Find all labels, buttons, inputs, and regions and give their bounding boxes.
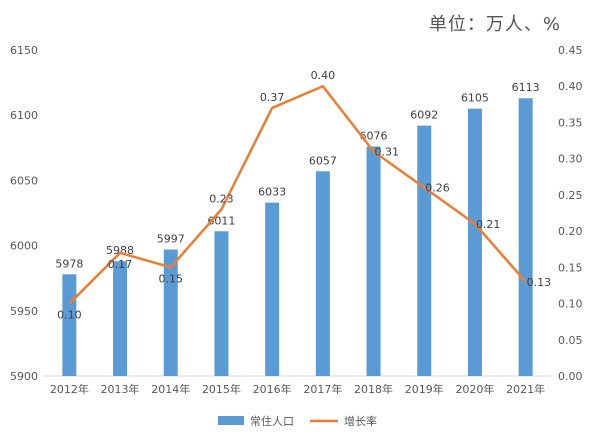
x-axis-tick-label: 2017年 <box>303 382 342 396</box>
x-axis-tick-label: 2016年 <box>253 382 292 396</box>
bar-data-label: 6033 <box>258 186 286 199</box>
bar-data-label: 6092 <box>410 109 438 122</box>
bar <box>214 231 229 376</box>
x-axis-tick-label: 2012年 <box>50 382 89 396</box>
line-data-label: 0.17 <box>108 258 133 271</box>
left-axis-tick-label: 5950 <box>10 305 38 318</box>
left-axis-tick-label: 6050 <box>10 174 38 187</box>
right-axis-tick-label: 0.05 <box>558 334 583 347</box>
line-data-label: 0.40 <box>311 69 336 82</box>
bar <box>518 98 533 377</box>
right-axis-tick-label: 0.30 <box>558 153 583 166</box>
right-axis-tick-label: 0.25 <box>558 189 583 202</box>
bar <box>315 171 330 376</box>
line-data-label: 0.26 <box>425 182 450 195</box>
left-axis-tick-label: 5900 <box>10 370 38 383</box>
right-axis-tick-label: 0.20 <box>558 225 583 238</box>
bar-data-label: 6057 <box>309 154 337 167</box>
bar <box>163 249 178 376</box>
right-axis-tick-label: 0.45 <box>558 44 583 57</box>
right-axis-tick-label: 0.40 <box>558 80 583 93</box>
legend-swatch-population <box>218 416 244 425</box>
bar <box>366 146 381 376</box>
bar-data-label: 6113 <box>512 81 540 94</box>
bar-data-label: 6076 <box>360 129 388 142</box>
line-data-label: 0.37 <box>260 91 285 104</box>
bar <box>417 125 432 376</box>
left-axis-tick-label: 6100 <box>10 109 38 122</box>
bar-data-label: 6105 <box>461 92 489 105</box>
x-axis-tick-label: 2015年 <box>202 382 241 396</box>
bar <box>467 108 482 377</box>
x-axis-tick-label: 2018年 <box>354 382 393 396</box>
right-axis-tick-label: 0.10 <box>558 298 583 311</box>
bar-data-label: 5997 <box>157 233 185 246</box>
legend-label-growth-rate: 增长率 <box>344 414 377 428</box>
legend-label-population: 常住人口 <box>250 414 294 428</box>
x-axis-tick-label: 2020年 <box>455 382 494 396</box>
right-axis-tick-label: 0.35 <box>558 116 583 129</box>
line-data-label: 0.10 <box>57 309 82 322</box>
x-axis-tick-label: 2019年 <box>405 382 444 396</box>
line-data-label: 0.15 <box>159 272 184 285</box>
line-data-label: 0.13 <box>527 276 552 289</box>
line-data-label: 0.23 <box>209 192 234 205</box>
right-axis-tick-label: 0.00 <box>558 370 583 383</box>
unit-label: 单位：万人、% <box>428 14 561 35</box>
growth-rate-line <box>68 84 527 305</box>
line-data-label: 0.31 <box>375 145 400 158</box>
x-axis-tick-label: 2021年 <box>506 382 545 396</box>
left-axis-tick-label: 6150 <box>10 44 38 57</box>
left-axis-tick-label: 6000 <box>10 240 38 253</box>
x-axis-tick-label: 2013年 <box>101 382 140 396</box>
bar <box>113 261 128 376</box>
bar <box>62 274 77 376</box>
x-axis-tick-label: 2014年 <box>151 382 190 396</box>
line-data-label: 0.21 <box>476 218 501 231</box>
bar <box>265 202 280 376</box>
right-axis-tick-label: 0.15 <box>558 261 583 274</box>
bar-data-label: 5978 <box>55 257 83 270</box>
